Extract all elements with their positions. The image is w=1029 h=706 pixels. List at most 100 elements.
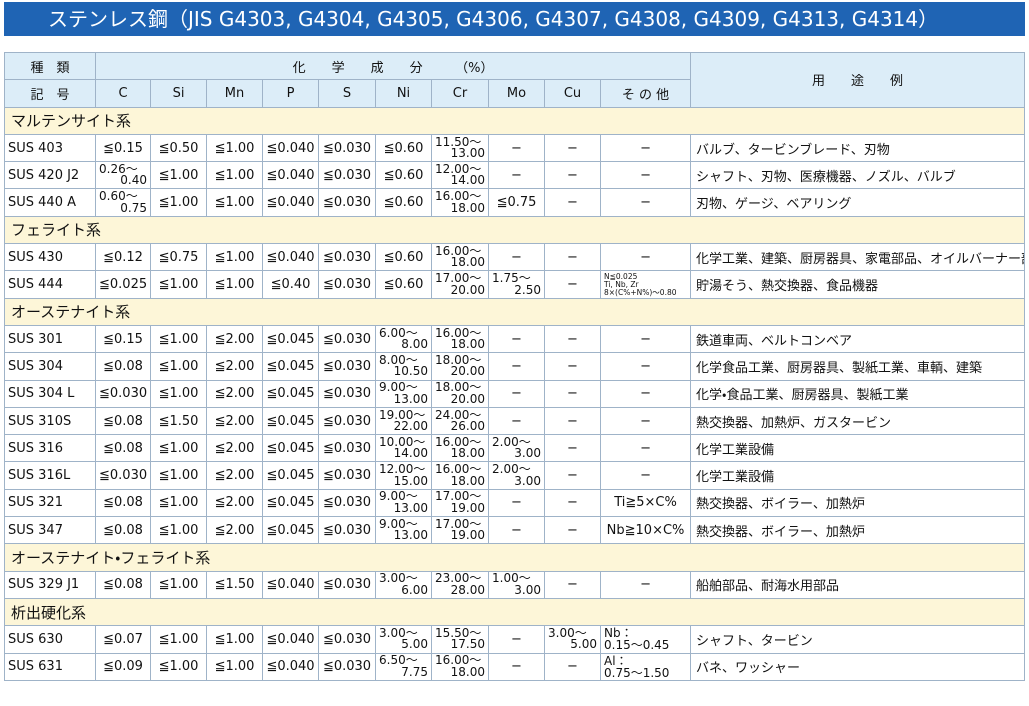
cell-line: 16.00〜 <box>435 434 482 449</box>
cell: − <box>488 516 545 545</box>
header-cell: そ の 他 <box>599 79 692 108</box>
data-row: SUS 329 J1 ≦0.08 ≦1.00 ≦1.50 ≦0.040 ≦0.030 3.0… <box>4 570 1025 599</box>
grade-code: SUS 329 J1 <box>4 570 96 599</box>
cell: ≦1.00 <box>150 270 207 299</box>
header-cell: Mo <box>488 79 545 108</box>
cell: 9.00〜 13.00 <box>375 516 432 545</box>
cell-lines: 3.00〜 6.00 <box>379 573 428 596</box>
cell-line: 15.00 <box>393 473 428 488</box>
cell: ≦1.00 <box>150 461 207 490</box>
cell-line: 23.00〜 <box>435 571 482 586</box>
cell-lines: 3.00〜 5.00 <box>548 627 597 651</box>
data-row: SUS 430 ≦0.12 ≦0.75 ≦1.00 ≦0.040 ≦0.030 ≦0.60 1… <box>4 243 1025 272</box>
cell-line: 18.00 <box>450 337 485 352</box>
cell: 10.00〜 14.00 <box>375 434 432 463</box>
cell: − <box>488 379 545 408</box>
cell-line: 18.00 <box>450 255 485 270</box>
cell-line: 0.15〜0.45 <box>604 638 670 653</box>
cell-line: 18.00〜 <box>435 352 482 367</box>
cell: 24.00〜 26.00 <box>431 406 489 436</box>
cell-line: Al： <box>604 653 628 668</box>
cell: ≦1.00 <box>206 133 263 163</box>
cell-lines: 2.00〜 3.00 <box>492 463 541 487</box>
cell: ≦0.08 <box>95 516 151 545</box>
cell-line: 15.50〜 <box>435 625 482 640</box>
section-name: マルテンサイト系 <box>4 106 1025 135</box>
data-row: SUS 420 J2 0.26〜 0.40 ≦1.00 ≦1.00 ≦0.040 ≦0.03… <box>4 161 1025 190</box>
cell: ≦1.00 <box>150 488 207 518</box>
cell: ≦0.045 <box>262 516 319 545</box>
cell-line: 12.00〜 <box>435 161 482 176</box>
cell-lines: 10.00〜 14.00 <box>379 434 428 460</box>
cell-line: 8.00〜 <box>379 352 418 367</box>
cell: ≦1.00 <box>150 161 207 190</box>
header-cell: S <box>318 79 376 108</box>
cell: 9.00〜 13.00 <box>375 379 432 408</box>
cell: ≦1.00 <box>150 652 207 681</box>
cell-lines: 1.00〜 3.00 <box>492 573 541 596</box>
cell: ≦1.00 <box>206 243 263 272</box>
cell: ≦1.00 <box>206 652 263 681</box>
cell-line: 17.00〜 <box>435 271 482 286</box>
cell: ≦1.00 <box>206 188 263 217</box>
section-name: オーステナイト・フェライト系 <box>4 543 1025 572</box>
cell-line: 16.00〜 <box>435 325 482 340</box>
cell: − <box>599 243 692 272</box>
cell-line: 7.75 <box>401 664 428 679</box>
cell: ≦1.00 <box>150 516 207 545</box>
cell: − <box>544 324 601 354</box>
cell-line: 10.00〜 <box>379 434 426 449</box>
cell: ≦1.00 <box>150 352 207 381</box>
cell: ≦0.030 <box>318 434 376 463</box>
cell-lines: 0.60〜 0.75 <box>99 190 147 214</box>
cell-lines: 16.00〜 18.00 <box>435 325 485 352</box>
header-cell: Ni <box>375 79 432 108</box>
use-cell: バルブ、タービンブレード、刃物 <box>690 133 1025 163</box>
cell: ≦2.00 <box>206 434 263 463</box>
cell-line: 9.00〜 <box>379 489 418 504</box>
cell-lines: 16.00〜 18.00 <box>435 245 485 270</box>
cell-line: 20.00 <box>450 364 485 379</box>
cell-lines: 23.00〜 28.00 <box>435 573 485 596</box>
cell: − <box>544 516 601 545</box>
cell: − <box>544 243 601 272</box>
cell: ≦0.08 <box>95 434 151 463</box>
grade-code: SUS 440 A <box>4 188 96 217</box>
cell: N≦0.025 Ti, Nb, Zr 8×(C%+N%)〜0.80 <box>599 270 692 299</box>
header-cell: Si <box>150 79 207 108</box>
data-row: SUS 304 ≦0.08 ≦1.00 ≦2.00 ≦0.045 ≦0.030 8.00〜 1… <box>4 352 1025 381</box>
cell-line: 11.50〜 <box>435 134 482 149</box>
cell: Ti≧5×C% <box>599 488 692 518</box>
cell: − <box>544 570 601 599</box>
steel-table: 種 類 化 学 成 分 （%） 用 途 例 記 号 C Si Mn P S Ni Cr Mo C… <box>4 51 1025 681</box>
cell-lines: 0.26〜 0.40 <box>99 163 147 187</box>
header-cell: 用 途 例 <box>690 52 1025 108</box>
cell-lines: 17.00〜 19.00 <box>435 491 485 514</box>
data-row: SUS 301 ≦0.15 ≦1.00 ≦2.00 ≦0.045 ≦0.030 6.00〜 8… <box>4 324 1025 354</box>
cell-lines: 12.00〜 14.00 <box>435 161 485 187</box>
cell: ≦2.00 <box>206 516 263 545</box>
cell: − <box>488 133 545 163</box>
use-cell: 化学工業、建築、厨房器具、家電部品、オイルバーナー部品 <box>690 243 1025 272</box>
cell-lines: 18.00〜 20.00 <box>435 352 485 379</box>
cell: − <box>599 352 692 381</box>
cell: 15.50〜 17.50 <box>431 625 489 654</box>
cell-lines: 17.00〜 19.00 <box>435 518 485 542</box>
cell-line: 20.00 <box>450 391 485 406</box>
cell: ≦0.030 <box>318 516 376 545</box>
data-row: SUS 321 ≦0.08 ≦1.00 ≦2.00 ≦0.045 ≦0.030 9.00〜 1… <box>4 488 1025 518</box>
cell-line: 2.00〜 <box>492 434 531 449</box>
cell-lines: 16.00〜 18.00 <box>435 653 485 678</box>
header-cell: 化 学 成 分 （%） <box>94 51 692 81</box>
cell: ≦0.030 <box>318 488 376 518</box>
grade-code: SUS 301 <box>4 324 96 354</box>
cell: ≦2.00 <box>206 461 263 490</box>
cell-line: 16.00〜 <box>435 653 482 668</box>
cell: 19.00〜 22.00 <box>375 406 432 436</box>
cell: − <box>599 188 692 217</box>
cell: ≦0.045 <box>262 461 319 490</box>
cell: − <box>488 352 545 381</box>
cell: − <box>488 406 545 436</box>
cell-lines: N≦0.025 Ti, Nb, Zr 8×(C%+N%)〜0.80 <box>604 272 687 297</box>
